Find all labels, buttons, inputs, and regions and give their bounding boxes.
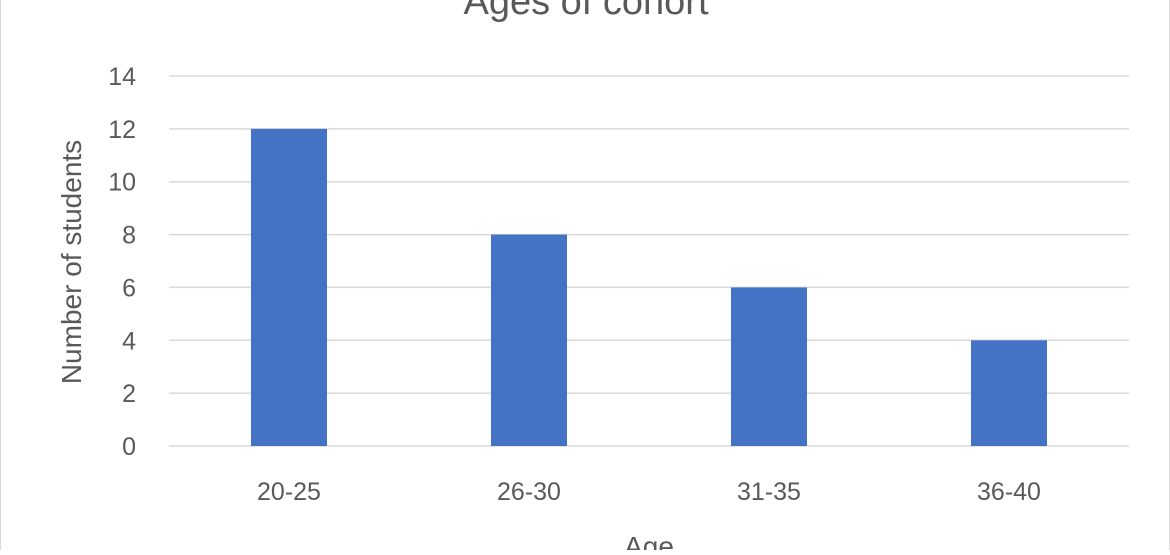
bar-31-35 [731,287,807,446]
x-tick-labels: 20-25 26-30 31-35 36-40 [257,478,1041,506]
x-tick-label: 36-40 [977,478,1041,506]
y-tick-label: 8 [122,222,136,250]
y-axis-label: Number of students [56,140,87,384]
x-axis-label: Age [624,531,674,550]
bar-20-25 [251,128,327,446]
y-tick-labels: 0 2 4 6 8 10 12 14 [108,63,136,461]
y-tick-label: 4 [122,327,136,355]
x-tick-label: 20-25 [257,478,321,506]
y-tick-label: 2 [122,380,136,408]
y-tick-label: 10 [108,169,136,197]
bar-26-30 [491,234,567,446]
bars [251,128,1047,446]
bar-36-40 [971,340,1047,446]
gridlines [169,75,1129,447]
y-tick-label: 0 [122,433,136,461]
x-tick-label: 31-35 [737,478,801,506]
y-tick-label: 14 [108,63,136,91]
y-tick-label: 12 [108,116,136,144]
y-tick-label: 6 [122,274,136,302]
x-tick-label: 26-30 [497,478,561,506]
chart-title: Ages of cohort [463,0,708,23]
